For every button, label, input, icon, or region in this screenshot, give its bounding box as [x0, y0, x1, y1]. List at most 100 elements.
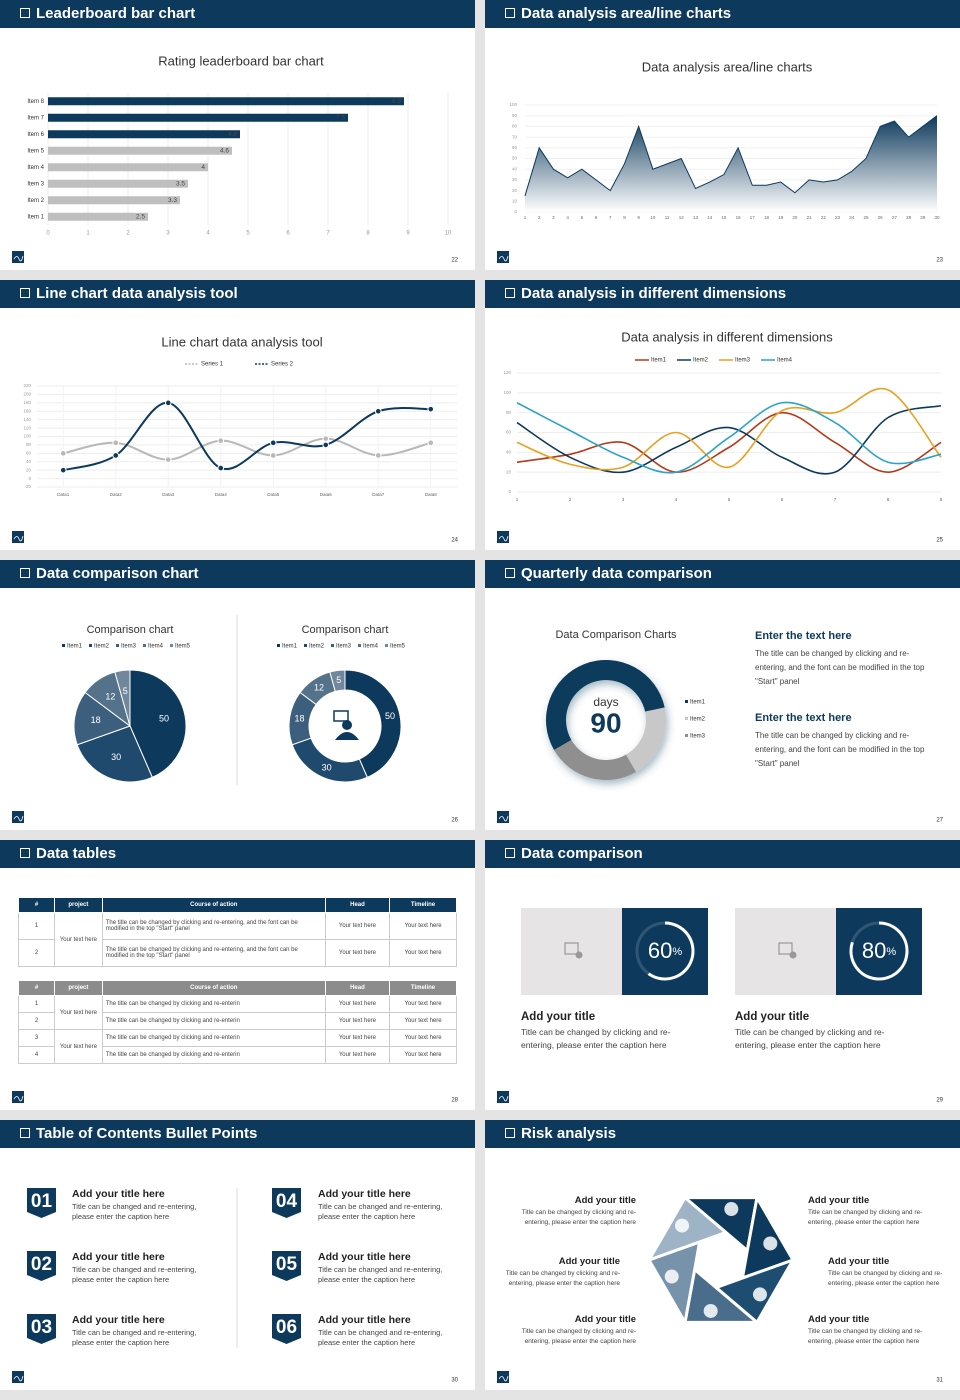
cell: 1 [17, 995, 56, 1013]
x-tick-label: Data7 [372, 492, 385, 497]
badge [272, 1314, 301, 1344]
item-body: Title can be changed and re-entering, pl… [72, 1328, 197, 1347]
icon-body [335, 732, 359, 740]
y-tick-label: 50 [512, 156, 518, 161]
cell: The title can be changed by clicking and… [101, 939, 326, 967]
header-cell: project [54, 980, 103, 996]
cell: Your text here [389, 912, 457, 940]
x-tick-label: 13 [693, 215, 699, 220]
legend-swatch [62, 644, 65, 647]
legend-swatch [116, 644, 119, 647]
legend-label: Series 1 [201, 362, 224, 368]
x-tick-label: 7 [834, 497, 837, 502]
row: 2 The title can be changed by clicking an… [17, 939, 457, 967]
logo-mark [13, 1095, 24, 1102]
y-tick-label: 220 [23, 383, 31, 388]
item-title: Add your title here [72, 1188, 165, 1200]
value-label: 2.5 [136, 213, 145, 220]
slide: Table of Contents Bullet Points 30 01 02 03 0… [0, 1120, 475, 1390]
item-number: 04 [276, 1191, 298, 1212]
series-line [516, 401, 942, 474]
y-tick-label: 0 [508, 489, 511, 494]
cell: Your text here [324, 1029, 391, 1047]
y-tick-label: Item 4 [27, 165, 44, 171]
y-tick-label: 100 [509, 102, 517, 107]
value-label: 7.5 [336, 114, 345, 121]
badge [272, 1251, 301, 1281]
slide: Data analysis in different dimensions 25 D… [485, 280, 960, 550]
y-tick-label: 80 [506, 410, 512, 415]
x-tick-label: 15 [721, 215, 727, 220]
header-icon [505, 8, 515, 18]
logo-mark [13, 535, 24, 542]
bar [48, 212, 148, 221]
y-tick-label: Item 7 [27, 115, 44, 121]
image-icon-plus [575, 951, 583, 959]
x-tick-label: 25 [863, 215, 869, 220]
header-row: # project Course of action Head Timeline [17, 897, 457, 913]
pie-slice [344, 669, 402, 779]
x-tick-label: 0 [46, 231, 50, 237]
x-tick-label: Data5 [267, 492, 280, 497]
item-body: Title can be changed and re-entering, pl… [72, 1265, 197, 1284]
slide-graphics: 28 [12, 1091, 459, 1104]
logo-mark [13, 1375, 24, 1382]
legend-swatch [358, 644, 361, 647]
area [525, 115, 937, 212]
point [322, 441, 330, 449]
header-icon [20, 8, 30, 18]
x-tick-label: 30 [934, 215, 940, 220]
header-icon [20, 1128, 30, 1138]
x-tick-label: 5 [246, 231, 250, 237]
cell: 2 [17, 939, 56, 967]
point [269, 439, 277, 447]
y-tick-label: 180 [23, 400, 31, 405]
series-line [516, 404, 942, 475]
slide: Quarterly data comparison 27 Data Comparis… [485, 560, 960, 830]
bar [48, 113, 348, 122]
slide-header: Line chart data analysis tool [0, 280, 475, 308]
legend-label: Item5 [390, 644, 406, 650]
bar [48, 146, 232, 155]
body-text: The title can be changed by clicking and… [755, 731, 925, 768]
segment-icon [664, 1269, 679, 1284]
y-tick-label: Item 6 [27, 132, 44, 138]
slide-title: Data analysis in different dimensions [521, 285, 787, 302]
slice-label: 12 [105, 692, 115, 702]
pie-slice [129, 669, 187, 779]
header-cell: Timeline [389, 980, 457, 996]
page-number: 29 [936, 1098, 943, 1104]
point [427, 439, 435, 447]
chart-title: Data analysis in different dimensions [621, 329, 833, 344]
page-number: 28 [451, 1098, 458, 1104]
page-number: 26 [451, 818, 458, 824]
cell: 2 [17, 1012, 56, 1030]
item-body: Title can be changed and re-entering, pl… [318, 1328, 443, 1347]
card-body: Title can be changed by clicking and re-… [735, 1027, 885, 1050]
point [164, 399, 172, 407]
slide-header: Data comparison [485, 840, 960, 868]
legend-swatch [385, 644, 388, 647]
y-tick-label: 90 [512, 113, 518, 118]
x-tick-label: 7 [609, 215, 612, 220]
logo-mark [498, 255, 509, 262]
y-tick-label: 10 [512, 198, 518, 203]
slide-header: Data analysis in different dimensions [485, 280, 960, 308]
value-label: 3.5 [176, 180, 185, 187]
point [164, 456, 172, 463]
y-tick-label: Item 5 [27, 148, 44, 154]
y-tick-label: 60 [512, 145, 518, 150]
bar [48, 163, 208, 172]
cell: Your text here [389, 939, 457, 967]
percent-unit: % [672, 946, 682, 958]
badge [27, 1314, 56, 1344]
point [374, 452, 382, 459]
icon-head [342, 720, 352, 730]
chart-title: Comparison chart [302, 624, 389, 636]
cell: Your text here [389, 1012, 457, 1030]
slide-graphics: 24 Line chart data analysis tool -20 0 20 40 6… [12, 334, 459, 544]
cell: Your text here [324, 912, 391, 940]
block-body: Title can be changed by clicking and re-… [808, 1328, 923, 1345]
